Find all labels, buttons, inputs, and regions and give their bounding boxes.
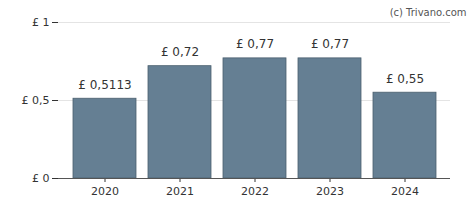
svg-text:£ 0: £ 0 (32, 172, 50, 185)
svg-text:(c) Trivano.com: (c) Trivano.com (390, 7, 467, 18)
svg-text:£ 0,77: £ 0,77 (311, 37, 349, 51)
svg-text:£ 0,5113: £ 0,5113 (78, 78, 131, 92)
svg-text:£ 1: £ 1 (32, 16, 50, 29)
svg-text:2022: 2022 (241, 185, 269, 198)
svg-text:£ 0,72: £ 0,72 (161, 45, 199, 59)
svg-text:2023: 2023 (316, 185, 344, 198)
svg-text:£ 0,5: £ 0,5 (22, 94, 50, 107)
svg-text:2020: 2020 (91, 185, 119, 198)
svg-text:2024: 2024 (391, 185, 419, 198)
svg-text:2021: 2021 (166, 185, 194, 198)
svg-text:£ 0,55: £ 0,55 (386, 72, 424, 86)
svg-text:£ 0,77: £ 0,77 (236, 37, 274, 51)
